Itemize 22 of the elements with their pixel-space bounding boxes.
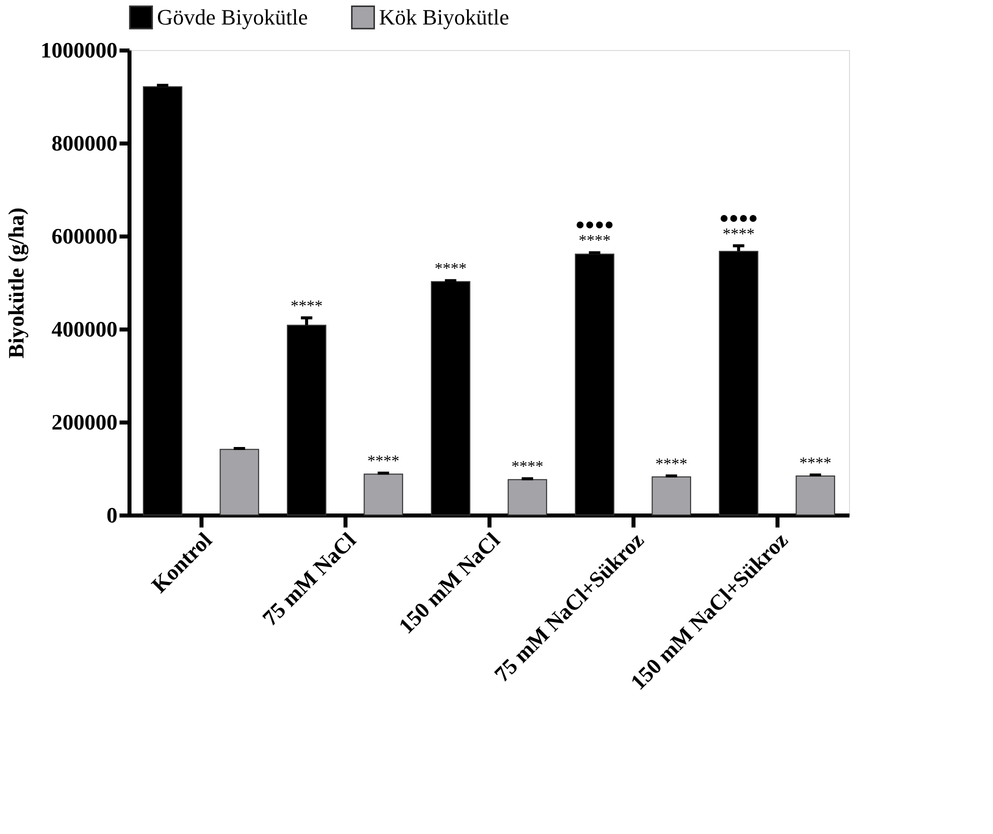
y-axis-title: Biyokütle (g/ha): [4, 208, 28, 358]
legend-label: Gövde Biyokütle: [157, 4, 308, 30]
y-tick-label: 200000: [52, 410, 118, 434]
y-tick-label: 800000: [52, 130, 118, 156]
data-label: ****: [511, 458, 544, 476]
text: ●●●● ****: [719, 210, 758, 243]
data-label: ****: [290, 298, 323, 315]
data-label: ****: [655, 456, 688, 473]
bar: [364, 474, 404, 516]
bar: [796, 475, 836, 516]
data-label: ****: [367, 453, 400, 470]
text: ●●●● ****: [575, 216, 614, 250]
bar: [508, 479, 548, 516]
y-tick-label: 1000000: [40, 38, 118, 62]
y-tick-label: 0: [106, 502, 118, 528]
data-label: ****: [799, 455, 832, 472]
legend-label: Kök Biyokütle: [379, 4, 510, 30]
y-tick-label: 400000: [52, 316, 118, 342]
bar: [652, 476, 692, 516]
data-label: ****: [434, 260, 467, 278]
bar: [220, 448, 260, 516]
y-tick-label: 600000: [52, 224, 118, 248]
